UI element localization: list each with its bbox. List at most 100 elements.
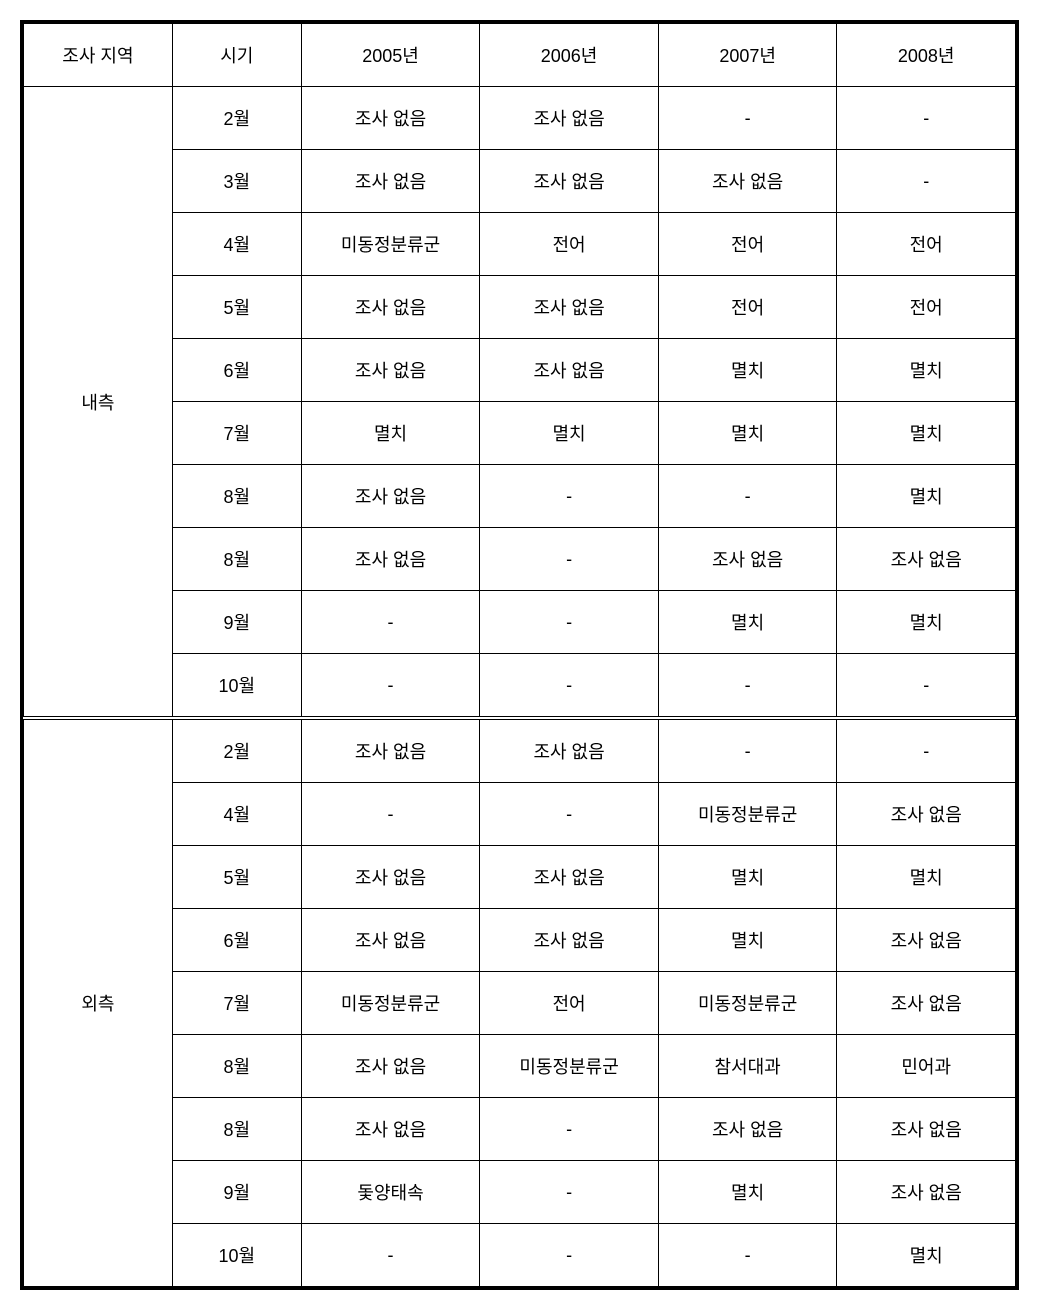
data-cell: - — [658, 654, 837, 719]
header-region: 조사 지역 — [24, 24, 173, 87]
region-cell: 내측 — [24, 87, 173, 719]
data-cell: - — [837, 87, 1016, 150]
data-cell: 전어 — [658, 276, 837, 339]
data-cell: 조사 없음 — [480, 276, 659, 339]
table-row: 5월조사 없음조사 없음멸치멸치 — [24, 846, 1016, 909]
data-cell: 조사 없음 — [658, 528, 837, 591]
data-cell: 멸치 — [658, 339, 837, 402]
period-cell: 6월 — [172, 339, 301, 402]
data-cell: - — [301, 654, 480, 719]
table-row: 10월---- — [24, 654, 1016, 719]
data-cell: 전어 — [658, 213, 837, 276]
data-cell: - — [301, 783, 480, 846]
period-cell: 9월 — [172, 591, 301, 654]
data-cell: 멸치 — [837, 846, 1016, 909]
table-row: 4월미동정분류군전어전어전어 — [24, 213, 1016, 276]
table-row: 8월조사 없음--멸치 — [24, 465, 1016, 528]
data-cell: 민어과 — [837, 1035, 1016, 1098]
data-cell: 조사 없음 — [480, 846, 659, 909]
data-cell: 조사 없음 — [301, 846, 480, 909]
table-row: 9월돛양태속-멸치조사 없음 — [24, 1161, 1016, 1224]
data-cell: 조사 없음 — [837, 972, 1016, 1035]
data-cell: 조사 없음 — [480, 87, 659, 150]
table-row: 9월--멸치멸치 — [24, 591, 1016, 654]
data-cell: 조사 없음 — [837, 1161, 1016, 1224]
data-cell: 돛양태속 — [301, 1161, 480, 1224]
period-cell: 5월 — [172, 276, 301, 339]
table-row: 8월조사 없음-조사 없음조사 없음 — [24, 528, 1016, 591]
period-cell: 7월 — [172, 972, 301, 1035]
data-cell: - — [837, 150, 1016, 213]
data-cell: - — [480, 1098, 659, 1161]
data-cell: 미동정분류군 — [480, 1035, 659, 1098]
data-cell: 조사 없음 — [837, 783, 1016, 846]
data-cell: 조사 없음 — [480, 718, 659, 783]
data-cell: - — [480, 1161, 659, 1224]
period-cell: 5월 — [172, 846, 301, 909]
data-cell: 조사 없음 — [301, 339, 480, 402]
table-row: 10월---멸치 — [24, 1224, 1016, 1287]
data-cell: 멸치 — [837, 339, 1016, 402]
period-cell: 8월 — [172, 528, 301, 591]
header-2006: 2006년 — [480, 24, 659, 87]
data-cell: 전어 — [837, 276, 1016, 339]
data-cell: - — [658, 1224, 837, 1287]
period-cell: 7월 — [172, 402, 301, 465]
data-cell: 미동정분류군 — [658, 972, 837, 1035]
table-row: 7월멸치멸치멸치멸치 — [24, 402, 1016, 465]
survey-table-container: 조사 지역 시기 2005년 2006년 2007년 2008년 내측2월조사 … — [20, 20, 1019, 1290]
data-cell: 멸치 — [837, 465, 1016, 528]
period-cell: 8월 — [172, 465, 301, 528]
data-cell: 조사 없음 — [301, 528, 480, 591]
table-row: 5월조사 없음조사 없음전어전어 — [24, 276, 1016, 339]
data-cell: - — [658, 718, 837, 783]
data-cell: - — [837, 654, 1016, 719]
period-cell: 6월 — [172, 909, 301, 972]
data-cell: 조사 없음 — [837, 1098, 1016, 1161]
survey-table: 조사 지역 시기 2005년 2006년 2007년 2008년 내측2월조사 … — [23, 23, 1016, 1287]
period-cell: 4월 — [172, 783, 301, 846]
data-cell: 멸치 — [658, 1161, 837, 1224]
header-2007: 2007년 — [658, 24, 837, 87]
table-body: 내측2월조사 없음조사 없음--3월조사 없음조사 없음조사 없음-4월미동정분… — [24, 87, 1016, 1287]
data-cell: 조사 없음 — [301, 718, 480, 783]
period-cell: 8월 — [172, 1098, 301, 1161]
table-row: 6월조사 없음조사 없음멸치멸치 — [24, 339, 1016, 402]
header-2008: 2008년 — [837, 24, 1016, 87]
data-cell: 조사 없음 — [837, 528, 1016, 591]
header-2005: 2005년 — [301, 24, 480, 87]
data-cell: 멸치 — [658, 846, 837, 909]
period-cell: 10월 — [172, 654, 301, 719]
table-row: 3월조사 없음조사 없음조사 없음- — [24, 150, 1016, 213]
table-row: 4월--미동정분류군조사 없음 — [24, 783, 1016, 846]
data-cell: 멸치 — [480, 402, 659, 465]
data-cell: - — [837, 718, 1016, 783]
table-row: 외측2월조사 없음조사 없음-- — [24, 718, 1016, 783]
data-cell: 미동정분류군 — [658, 783, 837, 846]
data-cell: 조사 없음 — [301, 1098, 480, 1161]
data-cell: 전어 — [480, 213, 659, 276]
data-cell: 조사 없음 — [301, 150, 480, 213]
data-cell: 조사 없음 — [301, 1035, 480, 1098]
data-cell: - — [480, 1224, 659, 1287]
data-cell: - — [301, 591, 480, 654]
header-period: 시기 — [172, 24, 301, 87]
data-cell: 조사 없음 — [301, 87, 480, 150]
data-cell: 멸치 — [837, 1224, 1016, 1287]
data-cell: 조사 없음 — [480, 150, 659, 213]
table-row: 6월조사 없음조사 없음멸치조사 없음 — [24, 909, 1016, 972]
data-cell: 미동정분류군 — [301, 972, 480, 1035]
data-cell: - — [658, 87, 837, 150]
period-cell: 2월 — [172, 87, 301, 150]
data-cell: - — [480, 783, 659, 846]
data-cell: 미동정분류군 — [301, 213, 480, 276]
data-cell: 조사 없음 — [480, 909, 659, 972]
data-cell: 참서대과 — [658, 1035, 837, 1098]
period-cell: 10월 — [172, 1224, 301, 1287]
data-cell: - — [480, 528, 659, 591]
period-cell: 3월 — [172, 150, 301, 213]
data-cell: 조사 없음 — [301, 276, 480, 339]
period-cell: 8월 — [172, 1035, 301, 1098]
data-cell: - — [658, 465, 837, 528]
data-cell: 조사 없음 — [301, 909, 480, 972]
